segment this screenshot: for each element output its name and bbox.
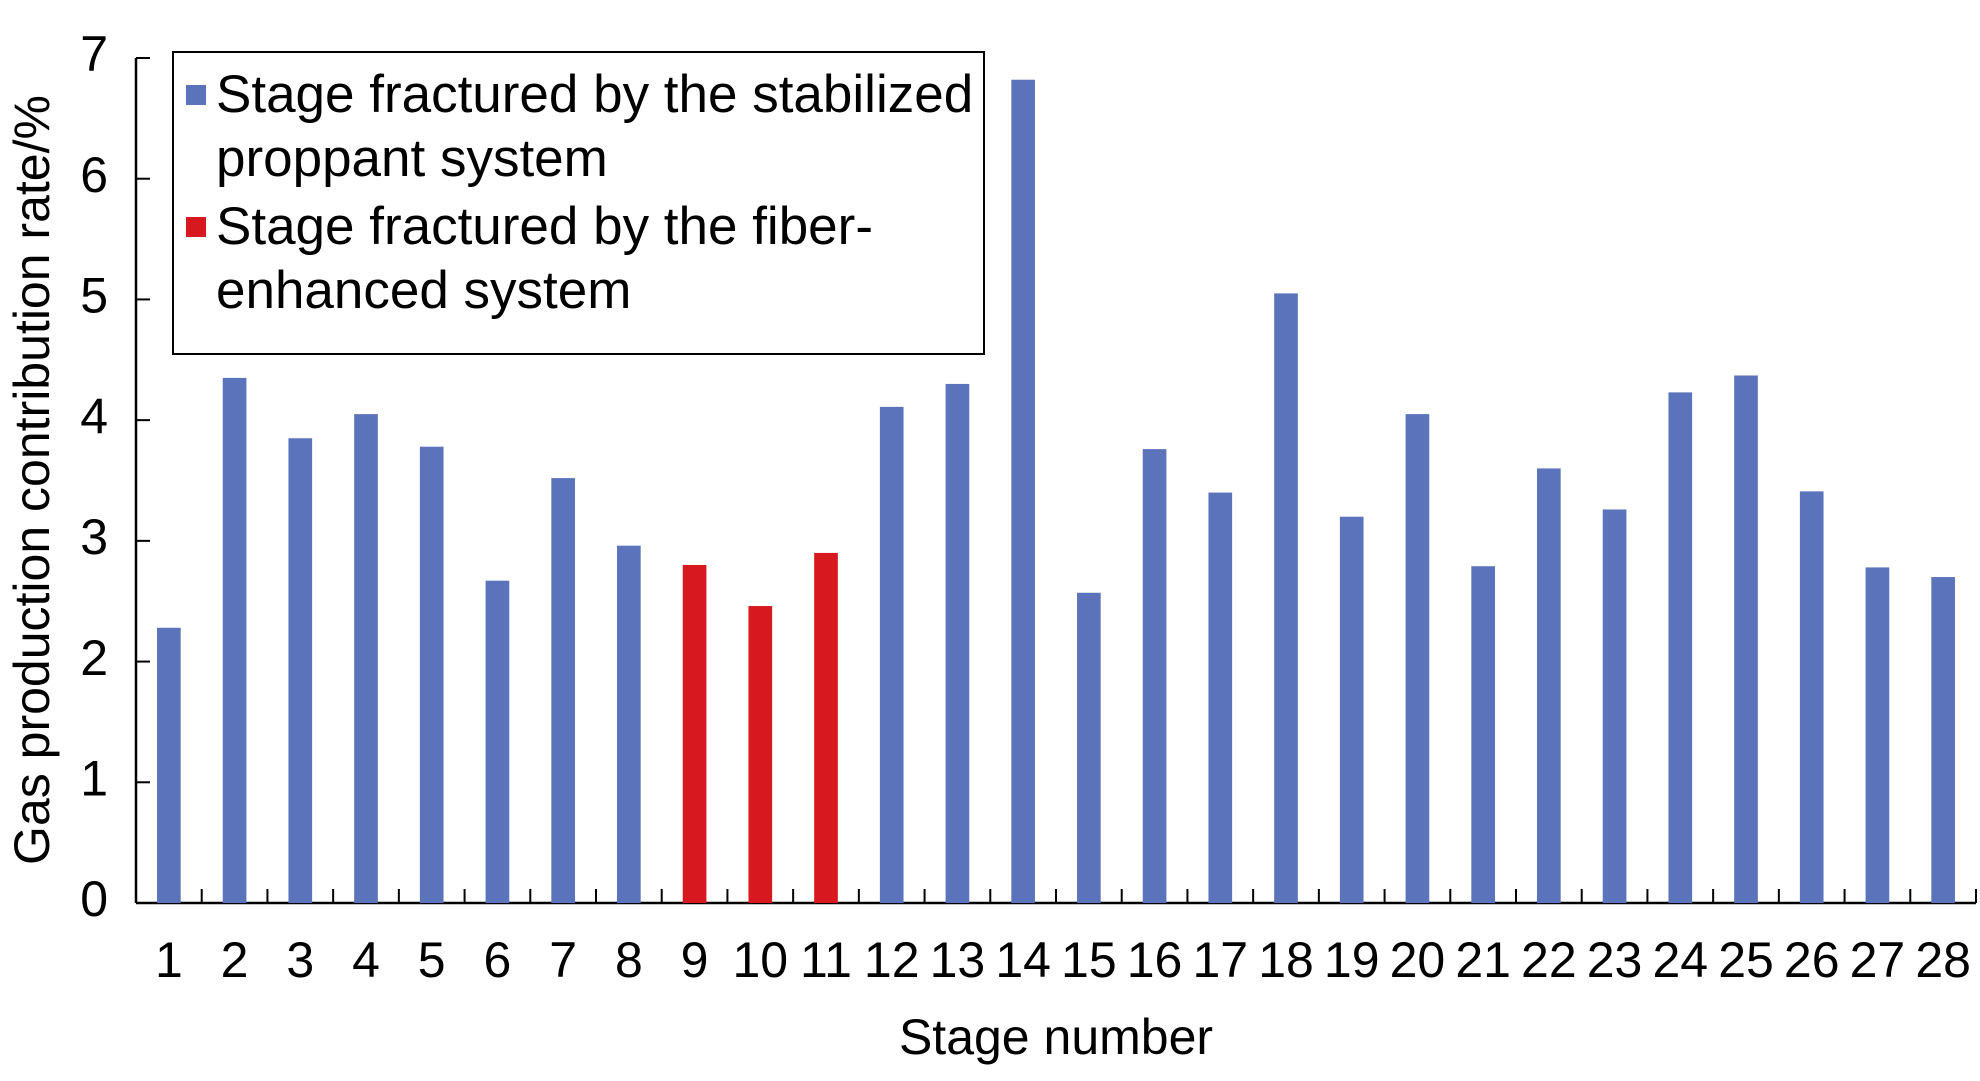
bar <box>485 580 510 903</box>
bar <box>1931 577 1955 903</box>
x-tick-label: 4 <box>352 932 380 988</box>
x-tick-label: 10 <box>732 932 788 988</box>
x-tick-label: 20 <box>1390 932 1446 988</box>
x-tick-label: 22 <box>1521 932 1577 988</box>
bar <box>1142 449 1167 903</box>
y-tick-label: 3 <box>80 509 108 565</box>
legend-entry: Stage fractured by the stabilized proppa… <box>186 63 983 191</box>
x-tick-label: 7 <box>549 932 577 988</box>
bar <box>157 627 181 903</box>
y-tick-label: 5 <box>80 268 108 324</box>
bar <box>1077 592 1101 903</box>
x-tick-label: 23 <box>1587 932 1643 988</box>
legend: Stage fractured by the stabilized proppa… <box>172 51 985 355</box>
y-tick-label: 1 <box>80 750 108 806</box>
y-tick-label: 2 <box>80 630 108 686</box>
x-tick-label: 26 <box>1784 932 1840 988</box>
x-tick-label: 18 <box>1258 932 1314 988</box>
bar <box>551 478 575 903</box>
x-tick-label: 28 <box>1915 932 1971 988</box>
x-tick-label: 13 <box>930 932 986 988</box>
y-axis-title: Gas production contribution rate/% <box>4 95 60 865</box>
bar <box>617 545 641 903</box>
x-tick-label: 14 <box>995 932 1051 988</box>
bar <box>1734 375 1758 903</box>
x-tick-label: 27 <box>1850 932 1906 988</box>
bar <box>1668 392 1693 903</box>
legend-label: Stage fractured by the fiber-enhanced sy… <box>216 197 873 320</box>
x-tick-label: 3 <box>286 932 314 988</box>
bar <box>419 446 444 903</box>
bar <box>1274 293 1298 904</box>
x-tick-label: 25 <box>1718 932 1774 988</box>
x-tick-label: 8 <box>615 932 643 988</box>
bar <box>748 606 773 903</box>
y-tick-label: 4 <box>80 388 108 444</box>
bar <box>1405 414 1430 903</box>
bar <box>1799 491 1824 903</box>
bar <box>1011 79 1035 903</box>
bar <box>1208 492 1233 903</box>
bar <box>1602 509 1627 903</box>
x-tick-label: 15 <box>1061 932 1117 988</box>
legend-label: Stage fractured by the stabilized proppa… <box>216 65 974 188</box>
x-tick-label: 17 <box>1192 932 1248 988</box>
legend-entry: Stage fractured by the fiber-enhanced sy… <box>186 195 983 323</box>
y-tick-label: 6 <box>80 147 108 203</box>
x-tick-label: 24 <box>1652 932 1708 988</box>
legend-swatch <box>186 85 206 105</box>
bar <box>682 565 707 903</box>
x-tick-label: 21 <box>1455 932 1511 988</box>
bar <box>354 414 378 903</box>
x-tick-label: 1 <box>155 932 183 988</box>
bar <box>1537 468 1561 903</box>
bar <box>1471 566 1495 903</box>
bar <box>1339 516 1364 903</box>
bar <box>222 377 247 904</box>
bar <box>814 552 838 903</box>
x-tick-label: 12 <box>864 932 920 988</box>
bar <box>1865 567 1890 903</box>
x-tick-label: 16 <box>1127 932 1183 988</box>
x-tick-label: 6 <box>484 932 512 988</box>
x-tick-label: 9 <box>681 932 709 988</box>
bar <box>288 438 313 903</box>
legend-swatch <box>186 217 206 237</box>
x-tick-label: 11 <box>800 932 852 988</box>
x-tick-label: 19 <box>1324 932 1380 988</box>
x-tick-label: 5 <box>418 932 446 988</box>
y-tick-label: 7 <box>80 26 108 82</box>
bar <box>945 383 970 903</box>
y-tick-label: 0 <box>80 871 108 927</box>
bar <box>879 406 904 903</box>
x-axis-title: Stage number <box>899 1009 1213 1065</box>
x-tick-label: 2 <box>221 932 249 988</box>
